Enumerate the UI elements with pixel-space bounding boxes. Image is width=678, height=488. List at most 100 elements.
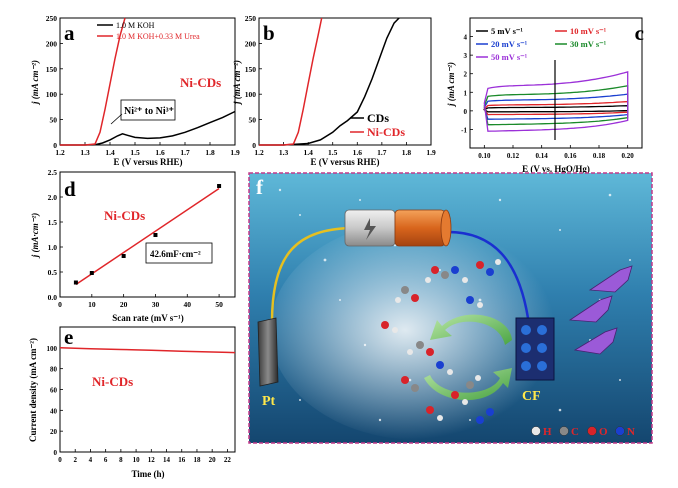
panel-a-frame [59,17,236,146]
x-tick-label: 50 [215,300,223,309]
x-tick-label: 0.12 [507,152,520,160]
data-point [89,271,94,275]
legend-label-koh: 1.0 M KOH [116,21,155,30]
capacitance-box [145,242,213,264]
x-tick-label: 6 [104,456,108,464]
pt-label: Pt [262,394,276,409]
legend-label-nicds: Ni-CDs [367,125,405,139]
x-tick-label: 1.2 [55,148,65,157]
fit-line [75,187,220,286]
y-tick-label: 0 [53,141,57,150]
data-point [121,254,126,258]
x-tick-label: 1.6 [155,148,165,157]
x-tick-label: 0.20 [622,152,635,160]
x-tick-label: 0 [58,300,62,309]
atom-legend-label: N [627,426,635,438]
panel-b-ylabel: j (mA cm⁻²) [232,60,242,106]
panel-d: 0 10 20 30 40 50 0.0 0.5 1.0 1.5 2.0 2.5 d Ni-CDs 4… [30,168,236,323]
x-tick-label: 1.5 [328,148,338,157]
battery [344,209,452,247]
panel-c-xlabel: E (V vs. HgO/Hg) [522,164,590,174]
y-tick-label: 20 [50,428,58,436]
y-tick-label: 150 [245,65,257,74]
panel-b-frame [258,17,432,146]
panel-b-xlabel: E (V versus RHE) [310,157,379,167]
x-tick-label: 16 [178,456,186,464]
panel-f: Pt CF H [248,172,653,444]
x-tick-label: 1.8 [205,148,215,157]
molecules [381,259,501,424]
y-tick-label: 100 [47,345,58,353]
x-tick-label: 1.7 [180,148,190,157]
panel-a-sample: Ni-CDs [180,75,221,90]
legend-label: 20 mV s⁻¹ [491,39,528,49]
x-tick-label: 10 [88,300,96,309]
atom-legend-label: O [599,426,608,438]
atom-legend-swatch [559,426,569,436]
x-tick-label: 1.5 [130,148,140,157]
panel-d-frame [59,171,236,298]
x-tick-label: 0.18 [593,152,606,160]
x-tick-label: 18 [193,456,201,464]
pt-electrode [257,317,279,387]
atom-legend-swatch [531,426,541,436]
x-tick-label: 0 [58,456,62,464]
x-tick-label: 30 [152,300,160,309]
x-tick-label: 0.14 [536,152,549,160]
y-tick-label: 2 [464,71,468,79]
cv-loop [482,105,629,113]
data-point [217,184,222,188]
x-tick-label: 1.4 [303,148,313,157]
x-tick-label: 0.10 [478,152,491,160]
series-line [60,17,126,146]
panel-d-sample: Ni-CDs [104,208,145,223]
panel-b: 1.2 1.3 1.4 1.5 1.6 1.7 1.8 1.9050100150200250 … [232,14,436,167]
x-tick-label: 1.2 [254,148,264,157]
x-tick-label: 14 [163,456,171,464]
annotation-label: Ni²⁺ to Ni³⁺ [124,106,174,117]
series-line [59,347,236,354]
x-tick-label: 1.3 [80,148,90,157]
x-tick-label: 1.3 [279,148,289,157]
cv-loop [483,71,629,132]
series-line [259,17,400,146]
panel-d-xlabel: Scan rate (mV s⁻¹) [112,313,184,323]
panel-e-sample: Ni-CDs [92,374,133,389]
y-tick-label: 2.0 [48,193,58,202]
y-tick-label: 50 [50,116,58,125]
y-tick-label: 0 [464,108,468,116]
annotation-box [120,99,176,121]
reaction-arrow [430,314,512,345]
x-tick-label: 1.4 [105,148,115,157]
series-line [60,110,236,146]
wire-blue [447,230,530,319]
panel-e-ylabel: Current density (mA cm⁻²) [28,338,38,442]
y-tick-label: 40 [50,407,58,415]
panel-c-ylabel: j (mA cm⁻²) [446,62,456,108]
x-tick-label: 40 [184,300,192,309]
series-line [259,17,323,146]
legend-label: 30 mV s⁻¹ [570,39,607,49]
atom-legend-label: C [571,426,579,438]
legend-label-urea: 1.0 M KOH+0.33 M Urea [116,32,200,41]
x-tick-label: 20 [209,456,217,464]
atom-legend-label: H [543,426,552,438]
x-tick-label: 4 [89,456,93,464]
panel-e: 0 2 4 6 8 10 12 14 16 18 20 22 0 20 40 60 80 100 e Ni-CDs… [28,325,236,479]
reaction-arrow-lower [424,368,512,401]
y-tick-label: 0 [54,449,58,457]
cf-electrode [515,317,555,381]
x-tick-label: 1.8 [402,148,412,157]
y-tick-label: 0.0 [48,293,58,302]
y-tick-label: 250 [46,14,58,23]
panel-c-frame [469,17,643,149]
y-tick-label: 200 [46,39,58,48]
panel-c-letter: c [635,21,644,45]
y-tick-label: 150 [46,65,58,74]
panel-b-letter: b [263,21,275,45]
y-tick-label: 0 [252,141,256,150]
y-tick-label: 100 [245,90,257,99]
x-tick-label: 1.7 [377,148,387,157]
